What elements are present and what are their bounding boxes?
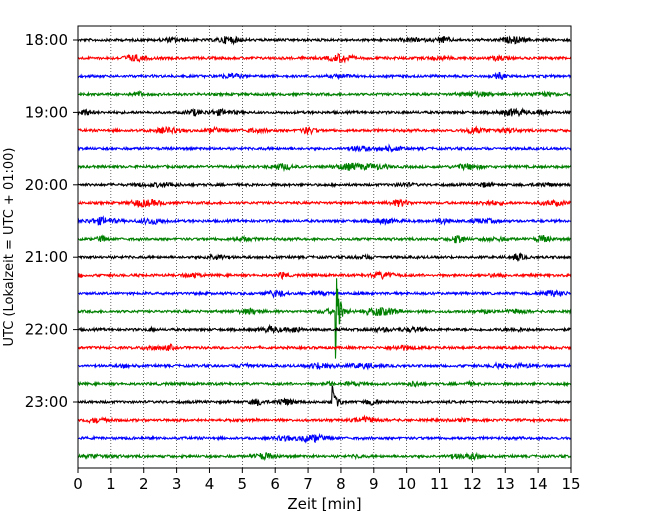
y-tick-label-21:00: 21:00: [25, 248, 68, 266]
trace-group: [77, 35, 572, 462]
trace-2315: [78, 414, 572, 425]
y-tick-label-19:00: 19:00: [25, 103, 68, 121]
trace-2215: [77, 343, 572, 352]
x-tick-label-6: 6: [270, 475, 280, 493]
x-tick-label-9: 9: [369, 475, 379, 493]
trace-1900: [77, 107, 572, 118]
x-tick-label-8: 8: [336, 475, 346, 493]
y-axis: 18:00 19:00 20:00 21:00 22:00 23:00: [25, 31, 78, 411]
x-tick-label-7: 7: [303, 475, 313, 493]
x-tick-label-4: 4: [205, 475, 215, 493]
y-tick-label-23:00: 23:00: [25, 393, 68, 411]
trace-2145: [77, 278, 572, 359]
trace-2015: [77, 198, 571, 209]
trace-2045: [77, 234, 572, 244]
y-axis-label: UTC (Lokalzeit = UTC + 01:00): [2, 148, 17, 347]
x-axis: 0 1 2 3 4 5 6 7 8 9 10 11 12 13 14 15: [73, 468, 581, 493]
trace-1915: [77, 125, 572, 136]
trace-2115: [77, 270, 572, 281]
x-tick-label-1: 1: [106, 475, 116, 493]
trace-1945: [77, 162, 572, 173]
x-tick-label-11: 11: [430, 475, 449, 493]
y-tick-label-20:00: 20:00: [25, 176, 68, 194]
x-tick-label-5: 5: [238, 475, 248, 493]
trace-1830: [77, 71, 572, 81]
y-tick-label-18:00: 18:00: [25, 31, 68, 49]
trace-2030: [77, 215, 572, 227]
trace-2300: [77, 385, 572, 407]
x-tick-label-2: 2: [139, 475, 149, 493]
trace-2230: [77, 361, 572, 371]
trace-2245: [77, 379, 572, 388]
x-tick-label-3: 3: [172, 475, 182, 493]
x-tick-label-0: 0: [73, 475, 83, 493]
trace-1815: [77, 52, 572, 64]
y-tick-label-22:00: 22:00: [25, 321, 68, 339]
x-tick-label-15: 15: [561, 475, 580, 493]
trace-2000: [77, 181, 572, 189]
trace-2345: [77, 451, 572, 462]
trace-1930: [77, 143, 572, 153]
trace-1800: [77, 35, 572, 46]
x-axis-label: Zeit [min]: [287, 495, 361, 513]
trace-1845: [77, 89, 572, 98]
trace-2100: [77, 252, 572, 262]
x-tick-label-10: 10: [397, 475, 416, 493]
x-tick-label-12: 12: [463, 475, 482, 493]
trace-2200: [77, 323, 572, 335]
trace-2330: [77, 432, 572, 444]
trace-2130: [77, 289, 572, 299]
x-tick-label-14: 14: [529, 475, 548, 493]
x-tick-label-13: 13: [496, 475, 515, 493]
plot-frame: [77, 25, 572, 469]
